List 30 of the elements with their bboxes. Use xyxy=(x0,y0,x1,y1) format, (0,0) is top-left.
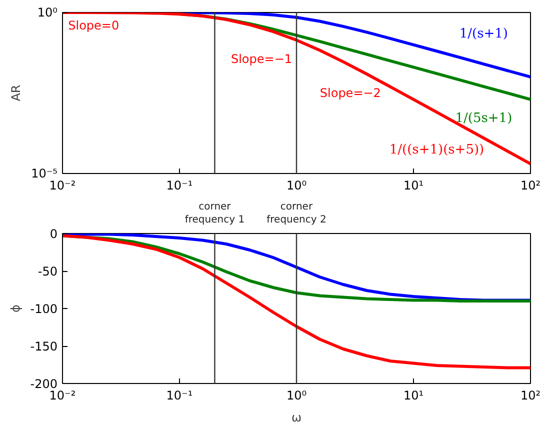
y-axis-title: AR xyxy=(9,84,24,102)
y-axis-title: ϕ xyxy=(8,304,22,312)
x-tick-label: 10² xyxy=(520,178,541,192)
series-label: 1/((s+1)(s+5)) xyxy=(389,142,484,158)
x-tick-label: 10⁰ xyxy=(286,178,307,192)
x-tick-label: 10⁻¹ xyxy=(166,388,193,402)
x-axis-title: ω xyxy=(291,410,302,424)
y-tick-label: 10⁻⁵ xyxy=(31,166,58,180)
x-tick-label: 10⁻² xyxy=(49,178,76,192)
y-tick-label: -50 xyxy=(38,264,58,278)
series-label: 1/(5s+1) xyxy=(455,111,512,126)
x-tick-label: 10⁰ xyxy=(286,388,307,402)
y-tick-label: 10⁰ xyxy=(37,6,58,20)
annotation: Slope=−2 xyxy=(320,86,381,100)
annotation: Slope=−1 xyxy=(230,52,292,66)
x-tick-label: 10⁻¹ xyxy=(166,178,193,192)
y-tick-label: -150 xyxy=(30,340,58,354)
series-label: 1/(s+1) xyxy=(459,26,508,42)
ref-line-label: corner frequency 1 xyxy=(184,201,245,226)
line-series xyxy=(62,12,530,166)
ref-line-label: corner frequency 2 xyxy=(266,201,326,226)
x-tick-label: 10⁻² xyxy=(49,388,76,402)
line-series xyxy=(62,234,530,370)
x-tick-label: 10¹ xyxy=(403,388,424,402)
y-tick-label: -100 xyxy=(30,302,58,316)
y-tick-label: -200 xyxy=(30,377,58,391)
x-tick-label: 10² xyxy=(520,388,541,402)
y-tick-label: 0 xyxy=(50,227,58,241)
x-tick-label: 10¹ xyxy=(403,178,424,192)
annotation: Slope=0 xyxy=(68,18,120,32)
